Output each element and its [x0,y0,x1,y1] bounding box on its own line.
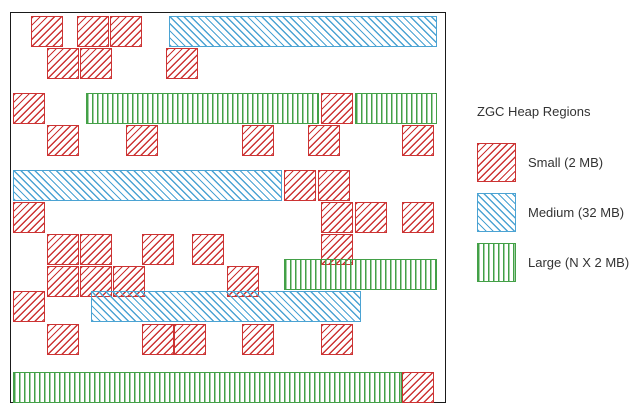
heap-region-small [284,170,316,201]
heap-region-large [13,372,402,403]
heap-region-large [355,93,437,124]
heap-region-small [47,266,79,297]
heap-region-medium [169,16,437,47]
legend-label-small: Small (2 MB) [528,155,604,170]
heap-region-small [321,202,353,233]
legend-title: ZGC Heap Regions [477,104,591,119]
heap-region-small [318,170,350,201]
heap-region-small [80,48,112,79]
heap-region-small [402,125,434,156]
large-region-swatch-icon [477,243,516,282]
heap-region-small [242,125,274,156]
heap-region-small [174,324,206,355]
medium-region-swatch-icon [477,193,516,232]
heap-region-large [284,259,437,290]
heap-region-small [321,93,353,124]
legend-item-small: Small (2 MB) [477,143,637,182]
heap-region-small [166,48,198,79]
heap-region-small [110,16,142,47]
heap-region-small [47,125,79,156]
heap-region-small [192,234,224,265]
legend-item-medium: Medium (32 MB) [477,193,637,232]
heap-region-medium [91,291,361,322]
heap-region-small [13,93,45,124]
legend-label-medium: Medium (32 MB) [528,205,625,220]
heap-region-small [13,291,45,322]
heap-region-small [402,202,434,233]
heap-region-small [13,202,45,233]
heap-region-small [47,48,79,79]
heap-region-small [321,324,353,355]
heap-region-small [242,324,274,355]
heap-region-small [126,125,158,156]
heap-region-small [308,125,340,156]
heap-region-small [142,234,174,265]
heap-region-medium [13,170,282,201]
heap-region-large [86,93,319,124]
heap-region-small [31,16,63,47]
legend-label-large: Large (N X 2 MB) [528,255,630,270]
heap-region-small [47,234,79,265]
heap-region-small [402,372,434,403]
heap-region-small [142,324,174,355]
legend-item-large: Large (N X 2 MB) [477,243,637,282]
heap-region-small [77,16,109,47]
heap-box [10,12,446,403]
heap-region-small [80,234,112,265]
legend: ZGC Heap Regions Small (2 MB) Medium (32… [477,104,637,293]
small-region-swatch-icon [477,143,516,182]
heap-region-small [355,202,387,233]
heap-region-small [47,324,79,355]
